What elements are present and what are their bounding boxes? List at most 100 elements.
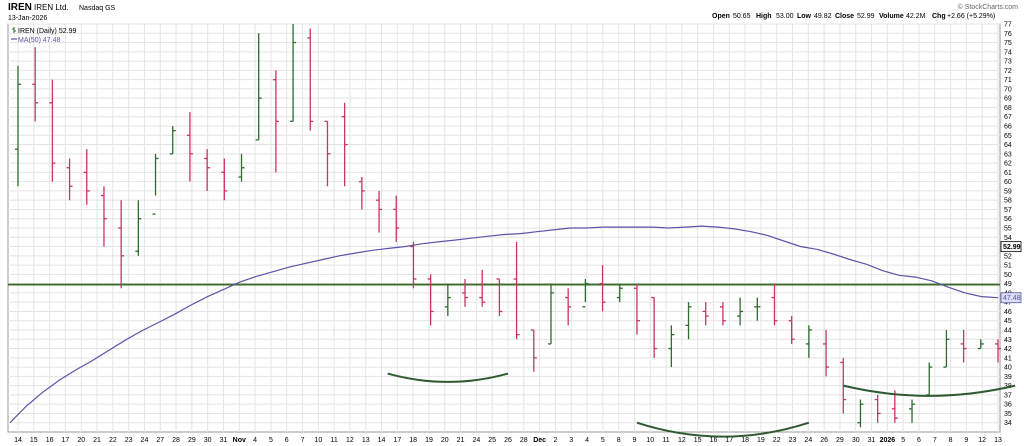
x-tick-label: 7	[933, 437, 937, 444]
ohlc-bar	[358, 177, 365, 210]
ohlc-bar	[204, 149, 211, 191]
x-tick-label: 28	[520, 437, 528, 444]
x-tick-label: 13	[362, 437, 370, 444]
rounded-bottom-arc	[387, 372, 509, 383]
x-tick-label: 17	[393, 437, 401, 444]
y-tick-label: 35	[1004, 411, 1012, 418]
ohlc-bar	[754, 297, 761, 321]
y-tick-label: 42	[1004, 346, 1012, 353]
x-tick-label: 8	[949, 437, 953, 444]
y-tick-label: 60	[1004, 179, 1012, 186]
ohlc-readout: Open 50.65 High 53.00 Low 49.82 Close 52…	[712, 13, 995, 20]
x-tick-label: Dec	[533, 437, 546, 444]
ohlc-bar	[255, 33, 262, 141]
ohlc-bar	[788, 316, 795, 344]
x-tick-label: 12	[978, 437, 986, 444]
ohlc-bar	[341, 102, 348, 187]
ohlc-bar	[15, 65, 21, 187]
ohlc-bar	[83, 149, 90, 205]
y-tick-label: 70	[1004, 86, 1012, 93]
y-tick-label: 68	[1004, 105, 1012, 112]
x-tick-label: 15	[30, 437, 38, 444]
x-tick-label: 7	[301, 437, 305, 444]
high-label: High	[756, 13, 772, 20]
x-tick-label: 26	[820, 437, 828, 444]
x-tick-label: 5	[601, 437, 605, 444]
ohlc-bar	[272, 70, 279, 173]
open-value: 50.65	[733, 13, 751, 20]
y-tick-label: 61	[1004, 170, 1012, 177]
y-tick-label: 62	[1004, 161, 1012, 168]
x-tick-label: 18	[741, 437, 749, 444]
price-bars	[15, 24, 1001, 428]
ohlc-bar	[186, 112, 193, 182]
y-tick-label: 72	[1004, 68, 1012, 75]
x-tick-label: 4	[585, 437, 589, 444]
ohlc-bar	[995, 339, 1001, 363]
legend-price: IREN (Daily) 52.99	[18, 28, 76, 35]
x-tick-label: 19	[425, 437, 433, 444]
x-tick-label: 20	[77, 437, 85, 444]
ohlc-bar	[427, 274, 434, 326]
x-tick-label: 2	[553, 437, 557, 444]
x-tick-label: 9	[964, 437, 968, 444]
x-tick-label: 29	[836, 437, 844, 444]
ohlc-bar	[719, 302, 726, 326]
chart-date: 13-Jan-2026	[8, 15, 47, 22]
x-tick-label: 22	[773, 437, 781, 444]
y-tick-label: 56	[1004, 216, 1012, 223]
ohlc-bar	[118, 200, 125, 289]
x-tick-label: 8	[617, 437, 621, 444]
gridlines	[8, 23, 1000, 432]
y-tick-label: 55	[1004, 226, 1012, 233]
x-tick-label: 3	[569, 437, 573, 444]
x-tick-label: 17	[725, 437, 733, 444]
x-tick-label: 5	[901, 437, 905, 444]
x-tick-label: 5	[269, 437, 273, 444]
ohlc-bar	[943, 330, 950, 368]
ohlc-bar	[685, 302, 692, 340]
x-tick-label: 23	[789, 437, 797, 444]
x-tick-label: 14	[378, 437, 386, 444]
y-tick-label: 37	[1004, 392, 1012, 399]
y-tick-label: 52	[1004, 253, 1012, 260]
ohlc-bar	[565, 288, 572, 326]
copyright: © StockCharts.com	[958, 3, 1019, 11]
x-tick-label: 9	[632, 437, 636, 444]
rounded-bottom-arc	[843, 384, 1016, 397]
ohlc-bar	[651, 296, 658, 358]
ohlc-bar	[32, 47, 39, 122]
ohlc-bar	[857, 399, 864, 428]
ohlc-bar	[100, 186, 107, 247]
ohlc-legend-icon	[12, 27, 16, 33]
ohlc-bar	[633, 283, 640, 335]
y-tick-label: 51	[1004, 263, 1012, 270]
x-tick-label: Nov	[233, 437, 246, 444]
ohlc-bar	[307, 28, 314, 131]
ohlc-bar	[599, 265, 606, 312]
x-tick-label: 17	[62, 437, 70, 444]
x-tick-label: 28	[172, 437, 180, 444]
symbol: IREN	[8, 2, 32, 13]
ohlc-bar	[238, 153, 245, 182]
x-tick-label: 14	[14, 437, 22, 444]
ma-50-line	[9, 225, 999, 424]
x-tick-label: 19	[757, 437, 765, 444]
ohlc-bar	[66, 158, 73, 201]
x-tick-label: 10	[314, 437, 322, 444]
y-tick-label: 34	[1004, 420, 1012, 427]
y-tick-label: 64	[1004, 142, 1012, 149]
ohlc-bar	[376, 190, 383, 233]
x-tick-label: 31	[220, 437, 228, 444]
ohlc-bar	[616, 283, 623, 303]
x-tick-label: 18	[409, 437, 417, 444]
x-tick-label: 24	[804, 437, 812, 444]
x-tick-label: 12	[346, 437, 354, 444]
y-tick-label: 75	[1004, 40, 1012, 47]
x-tick-label: 10	[646, 437, 654, 444]
ohlc-bar	[771, 283, 778, 326]
y-tick-label: 44	[1004, 328, 1012, 335]
x-tick-label: 25	[488, 437, 496, 444]
ohlc-bar	[891, 390, 898, 423]
x-tick-label: 21	[457, 437, 465, 444]
